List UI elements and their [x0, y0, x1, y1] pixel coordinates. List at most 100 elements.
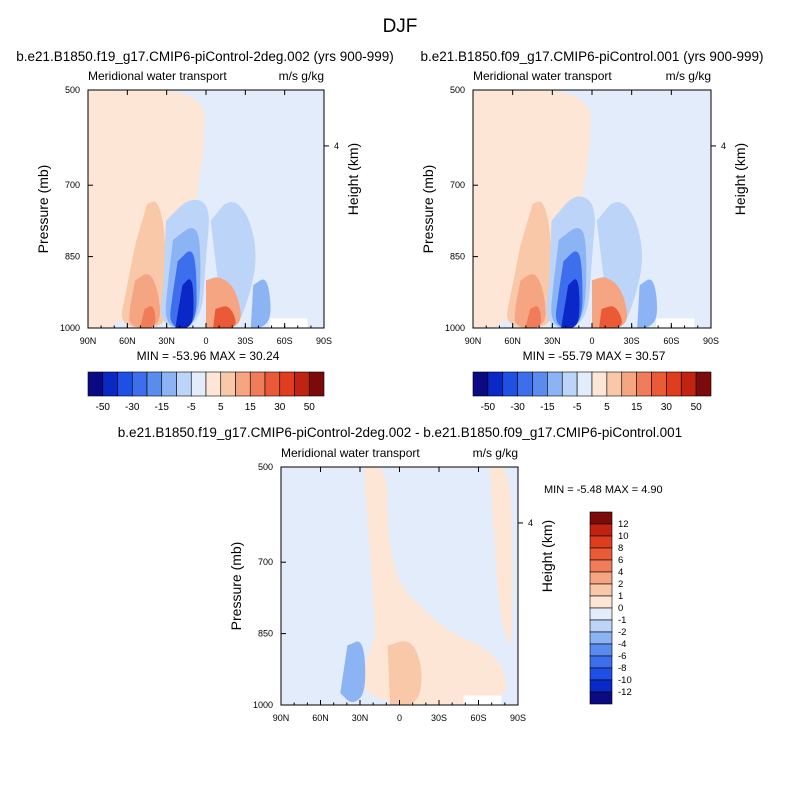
x-tick-label: 60S	[663, 336, 679, 346]
colorbar-box	[666, 371, 682, 397]
colorbar-box	[87, 371, 104, 397]
colorbar-box	[176, 371, 192, 397]
y-right-tick-label: 4	[721, 141, 726, 151]
x-tick-label: 60N	[119, 336, 136, 346]
field-contour-30s	[213, 306, 236, 328]
colorbar-label: 50	[304, 402, 316, 413]
colorbar-box	[589, 547, 613, 561]
y-tick-label: 1000	[445, 323, 465, 333]
field-contour-neg50	[175, 279, 194, 328]
colorbar-box	[589, 607, 613, 621]
colorbar-label: 5	[218, 402, 224, 413]
colorbar-label: -10	[618, 675, 632, 686]
colorbar-label: -30	[125, 402, 140, 413]
missing-data-block	[269, 318, 308, 328]
colorbar-box	[279, 371, 295, 397]
colorbar-box	[695, 371, 712, 397]
colorbar-box	[294, 371, 310, 397]
colorbar-box	[146, 371, 163, 397]
field-contour-30	[139, 306, 156, 328]
colorbar-box	[161, 371, 177, 397]
y-tick-label: 700	[258, 557, 273, 567]
colorbar-label: -2	[618, 627, 626, 638]
panel-units-label: m/s g/kg	[473, 446, 518, 460]
colorbar-label: 15	[631, 402, 643, 413]
figure-title: DJF	[383, 16, 418, 37]
colorbar-box	[680, 371, 697, 397]
panel-title: b.e21.B1850.f19_g17.CMIP6-piControl-2deg…	[118, 425, 682, 440]
colorbar-box	[589, 583, 613, 597]
colorbar-box	[589, 619, 613, 633]
y-axis-label: Pressure (mb)	[35, 165, 51, 254]
x-tick-label: 30N	[352, 713, 369, 723]
missing-data-block	[656, 318, 695, 328]
field-contour-neg15b	[637, 279, 658, 328]
x-tick-label: 30S	[237, 336, 253, 346]
x-tick-label: 60N	[504, 336, 521, 346]
x-tick-label: 90N	[273, 713, 290, 723]
y-tick-label: 1000	[253, 700, 273, 710]
panel-3: b.e21.B1850.f19_g17.CMIP6-piControl-2deg…	[118, 425, 682, 723]
x-tick-label: 0	[203, 336, 208, 346]
colorbar-box	[589, 667, 613, 681]
colorbar-label: -12	[618, 687, 632, 698]
missing-data-block	[463, 695, 502, 705]
colorbar-box	[190, 371, 207, 397]
y-tick-label: 500	[258, 462, 273, 472]
colorbar-box	[589, 679, 613, 693]
panel-variable-label: Meridional water transport	[281, 446, 420, 460]
colorbar-label: 8	[618, 543, 623, 554]
field-contour-pos1b	[489, 467, 513, 644]
colorbar-box	[589, 511, 613, 525]
colorbar-label: 5	[604, 402, 610, 413]
x-tick-label: 30S	[431, 713, 447, 723]
colorbar-box	[308, 371, 325, 397]
colorbar-box	[589, 691, 613, 705]
x-tick-label: 30S	[624, 336, 640, 346]
colorbar-box	[561, 371, 578, 397]
x-tick-label: 90N	[465, 336, 482, 346]
colorbar-box	[532, 371, 548, 397]
y-axis-label: Pressure (mb)	[228, 542, 244, 631]
colorbar-box	[636, 371, 652, 397]
x-tick-label: 30N	[158, 336, 175, 346]
colorbar-label: 10	[618, 531, 629, 542]
field-contour-neg50	[561, 279, 580, 328]
colorbar-box	[589, 523, 613, 537]
colorbar-box	[487, 371, 504, 397]
colorbar-box	[235, 371, 251, 397]
colorbar-box	[651, 371, 667, 397]
panel-title: b.e21.B1850.f19_g17.CMIP6-piControl-2deg…	[16, 49, 394, 64]
colorbar-label: -50	[481, 402, 496, 413]
colorbar-box	[589, 631, 613, 645]
colorbar-box	[102, 371, 118, 397]
y-tick-label: 850	[65, 252, 80, 262]
field-contour-neg2	[340, 641, 366, 702]
y-right-axis-label: Height (km)	[539, 520, 555, 592]
colorbar-label: 12	[618, 519, 629, 530]
colorbar-label: -1	[618, 615, 626, 626]
y-tick-label: 700	[65, 180, 80, 190]
min-max-stats: MIN = -5.48 MAX = 4.90	[544, 484, 663, 496]
colorbar-box	[220, 371, 236, 397]
colorbar-label: -50	[96, 402, 111, 413]
colorbar-box	[589, 571, 613, 585]
y-tick-label: 850	[450, 252, 465, 262]
panel-variable-label: Meridional water transport	[473, 69, 612, 83]
min-max-stats: MIN = -55.79 MAX = 30.57	[523, 349, 666, 363]
colorbar-box	[117, 371, 133, 397]
x-tick-label: 0	[397, 713, 402, 723]
x-tick-label: 60S	[277, 336, 293, 346]
colorbar-label: -15	[540, 402, 555, 413]
colorbar-box	[589, 559, 613, 573]
colorbar-label: 30	[661, 402, 673, 413]
panel-2: b.e21.B1850.f09_g17.CMIP6-piControl.001 …	[420, 49, 763, 413]
x-tick-label: 30N	[544, 336, 561, 346]
panel-1: b.e21.B1850.f19_g17.CMIP6-piControl-2deg…	[16, 49, 394, 413]
colorbar-box	[606, 371, 623, 397]
x-tick-label: 60N	[312, 713, 329, 723]
colorbar-box	[131, 371, 148, 397]
colorbar-label: -4	[618, 639, 626, 650]
